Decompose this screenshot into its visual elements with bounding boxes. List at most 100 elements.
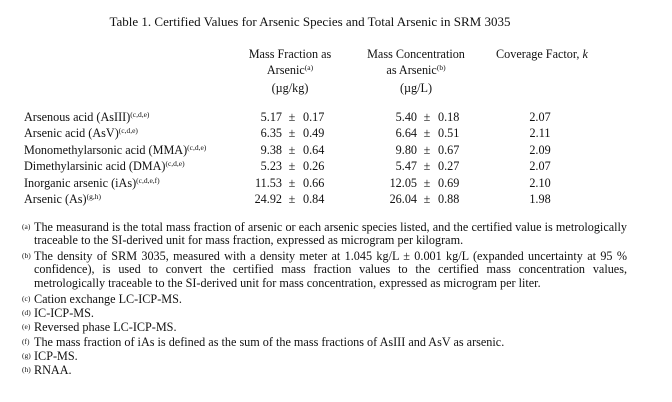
- header-line: Arsenic(a): [235, 62, 345, 80]
- mass-concentration-uncertainty: 0.18: [438, 110, 460, 124]
- mass-fraction-value: 6.35: [260, 126, 282, 141]
- mass-concentration-uncertainty: 0.51: [438, 126, 460, 141]
- header-unit: (µg/L): [399, 81, 433, 95]
- plus-minus: ±: [423, 110, 431, 124]
- plus-minus: ±: [288, 110, 296, 124]
- footnote-mark: (d): [22, 308, 31, 317]
- header-unit: (µg/kg): [271, 81, 309, 95]
- species-label: Monomethylarsonic acid (MMA): [24, 142, 188, 157]
- header-text: Arsenic: [266, 63, 305, 77]
- footnote-mark: (e): [22, 322, 31, 331]
- species-label: Dimethylarsinic acid (DMA): [24, 159, 166, 174]
- header-mass-concentration: Mass Concentration as Arsenic(b) (µg/L): [356, 46, 476, 96]
- mass-concentration-value: 12.05: [389, 175, 417, 190]
- mass-fraction-uncertainty: 0.17: [303, 110, 325, 124]
- footnote-mark: (b): [22, 251, 31, 260]
- coverage-factor-value: 2.11: [529, 126, 551, 141]
- mass-concentration-value: 5.40: [395, 110, 417, 124]
- coverage-factor-value: 2.07: [529, 159, 551, 174]
- header-line: as Arsenic(b): [356, 62, 476, 80]
- footnote: (b) The density of SRM 3035, measured wi…: [22, 249, 627, 290]
- footnote-ref: (c,d,e): [118, 126, 138, 136]
- header-coverage-factor: Coverage Factor, k: [482, 46, 602, 62]
- footnote-ref: (c,d,e): [187, 142, 207, 152]
- plus-minus: ±: [423, 175, 431, 190]
- mass-fraction-value: 5.23: [260, 159, 282, 174]
- mass-concentration-uncertainty: 0.88: [438, 192, 460, 206]
- coverage-factor-value: 2.09: [529, 142, 551, 157]
- table-row: Dimethylarsinic acid (DMA)(c,d,e) 5.23 ±…: [0, 159, 672, 175]
- footnote-mark: (h): [22, 365, 31, 374]
- footnote: (a) The measurand is the total mass frac…: [22, 220, 627, 248]
- mass-fraction-uncertainty: 0.66: [303, 175, 325, 190]
- footnote-ref: (g,h): [86, 192, 101, 201]
- table-row: Monomethylarsonic acid (MMA)(c,d,e) 9.38…: [0, 143, 672, 159]
- mass-fraction-value: 9.38: [260, 142, 282, 157]
- header-mass-fraction: Mass Fraction as Arsenic(a) (µg/kg): [235, 46, 345, 96]
- mass-fraction-uncertainty: 0.84: [303, 192, 325, 206]
- plus-minus: ±: [423, 159, 431, 174]
- mass-fraction-value: 5.17: [260, 110, 282, 124]
- coverage-factor-value: 1.98: [529, 192, 551, 206]
- plus-minus: ±: [288, 142, 296, 157]
- footnote-text: Reversed phase LC-ICP-MS.: [34, 320, 177, 334]
- coverage-factor-value: 2.10: [529, 175, 551, 190]
- plus-minus: ±: [423, 142, 431, 157]
- table-row: Arsenic (As)(g,h) 24.92 ± 0.84 26.04 ± 0…: [0, 192, 672, 208]
- mass-concentration-uncertainty: 0.67: [438, 142, 460, 157]
- species-name: Arsenic acid (AsV)(c,d,e): [24, 126, 138, 141]
- footnote-text: The density of SRM 3035, measured with a…: [34, 249, 627, 290]
- footnote-text: The measurand is the total mass fraction…: [34, 220, 627, 248]
- header-line: Mass Fraction as: [248, 47, 332, 61]
- footnote-ref: (b): [436, 63, 446, 72]
- species-label: Arsenic (As): [24, 192, 87, 206]
- species-label: Arsenic acid (AsV): [24, 126, 119, 141]
- footnote-ref: (c,d,e,f): [136, 175, 160, 185]
- footnote: (c) Cation exchange LC-ICP-MS.: [22, 292, 627, 306]
- mass-fraction-uncertainty: 0.26: [303, 159, 325, 174]
- mass-concentration-value: 6.64: [395, 126, 417, 141]
- table-row: Inorganic arsenic (iAs)(c,d,e,f) 11.53 ±…: [0, 176, 672, 192]
- footnote-ref: (c,d,e): [130, 110, 150, 119]
- footnote: (h) RNAA.: [22, 363, 627, 377]
- species-label: Inorganic arsenic (iAs): [24, 175, 137, 190]
- plus-minus: ±: [423, 126, 431, 141]
- footnote-mark: (f): [22, 337, 30, 346]
- coverage-factor-value: 2.07: [529, 110, 551, 124]
- species-name: Dimethylarsinic acid (DMA)(c,d,e): [24, 159, 185, 174]
- footnote-mark: (c): [22, 294, 31, 303]
- mass-fraction-uncertainty: 0.64: [303, 142, 325, 157]
- footnote-text: The mass fraction of iAs is defined as t…: [34, 335, 505, 349]
- species-label: Arsenous acid (AsIII): [24, 110, 131, 124]
- mass-concentration-uncertainty: 0.69: [438, 175, 460, 190]
- footnote: (f) The mass fraction of iAs is defined …: [22, 335, 627, 349]
- mass-fraction-value: 24.92: [254, 192, 282, 206]
- plus-minus: ±: [288, 192, 296, 206]
- header-text: as Arsenic: [386, 63, 437, 77]
- header-line: Mass Concentration: [367, 47, 465, 61]
- footnote: (d) IC-ICP-MS.: [22, 306, 627, 320]
- footnote-text: ICP-MS.: [34, 349, 78, 363]
- footnote-ref: (a): [304, 63, 314, 72]
- header-text: Coverage Factor,: [496, 47, 583, 61]
- header-k: k: [582, 47, 588, 61]
- plus-minus: ±: [288, 159, 296, 174]
- table-title: Table 1. Certified Values for Arsenic Sp…: [109, 14, 511, 29]
- table-row: Arsenic acid (AsV)(c,d,e) 6.35 ± 0.49 6.…: [0, 126, 672, 142]
- mass-concentration-value: 26.04: [389, 192, 417, 206]
- plus-minus: ±: [423, 192, 431, 206]
- mass-concentration-value: 9.80: [395, 142, 417, 157]
- footnote-text: RNAA.: [34, 363, 72, 377]
- footnote: (e) Reversed phase LC-ICP-MS.: [22, 320, 627, 334]
- mass-fraction-uncertainty: 0.49: [303, 126, 325, 141]
- footnote-mark: (a): [22, 222, 31, 231]
- footnote-text: Cation exchange LC-ICP-MS.: [34, 292, 182, 306]
- footnote-text: IC-ICP-MS.: [34, 306, 94, 320]
- mass-concentration-value: 5.47: [395, 159, 417, 174]
- footnote-mark: (g): [22, 351, 31, 360]
- species-name: Monomethylarsonic acid (MMA)(c,d,e): [24, 143, 206, 158]
- species-name: Arsenous acid (AsIII)(c,d,e): [24, 110, 149, 125]
- species-name: Arsenic (As)(g,h): [24, 192, 101, 207]
- mass-fraction-value: 11.53: [255, 175, 282, 190]
- footnote: (g) ICP-MS.: [22, 349, 627, 363]
